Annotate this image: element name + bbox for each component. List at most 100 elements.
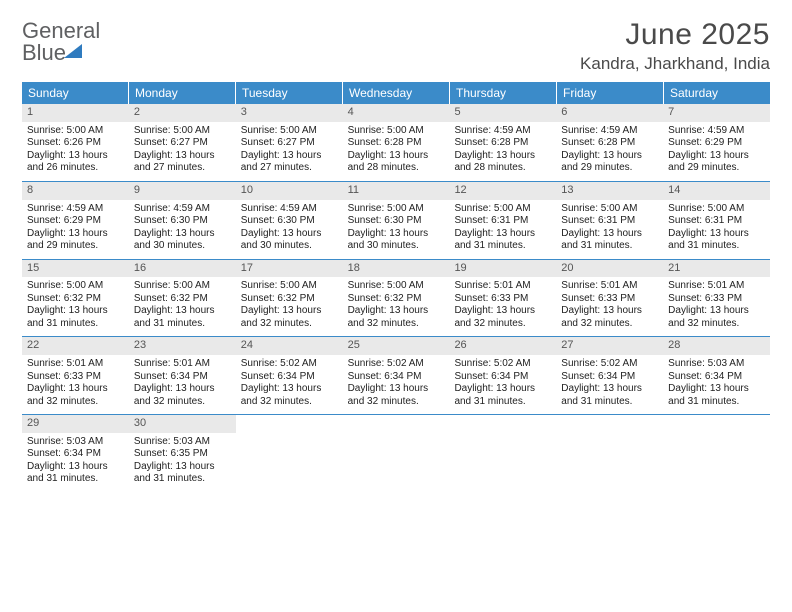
day-body: Sunrise: 5:00 AMSunset: 6:27 PMDaylight:… xyxy=(236,122,343,181)
daylight-line1: Daylight: 13 hours xyxy=(454,150,551,163)
daylight-line2: and 32 minutes. xyxy=(134,396,231,409)
sunrise-text: Sunrise: 5:02 AM xyxy=(348,358,445,371)
daylight-line2: and 31 minutes. xyxy=(668,240,765,253)
day-body: Sunrise: 5:01 AMSunset: 6:33 PMDaylight:… xyxy=(22,355,129,414)
day-number: 29 xyxy=(22,415,129,433)
sunset-text: Sunset: 6:30 PM xyxy=(134,215,231,228)
daylight-line1: Daylight: 13 hours xyxy=(348,228,445,241)
logo-word2: Blue xyxy=(22,42,66,64)
daylight-line1: Daylight: 13 hours xyxy=(668,383,765,396)
day-body: Sunrise: 5:00 AMSunset: 6:32 PMDaylight:… xyxy=(129,277,236,336)
daylight-line1: Daylight: 13 hours xyxy=(454,383,551,396)
daylight-line2: and 31 minutes. xyxy=(134,318,231,331)
day-number: 26 xyxy=(449,337,556,355)
day-number: 12 xyxy=(449,182,556,200)
day-body: Sunrise: 5:00 AMSunset: 6:32 PMDaylight:… xyxy=(22,277,129,336)
daylight-line1: Daylight: 13 hours xyxy=(348,150,445,163)
sunrise-text: Sunrise: 5:00 AM xyxy=(348,280,445,293)
daylight-line2: and 32 minutes. xyxy=(348,396,445,409)
daylight-line2: and 32 minutes. xyxy=(27,396,124,409)
empty-cell xyxy=(236,415,343,492)
day-cell: 30 Sunrise: 5:03 AMSunset: 6:35 PMDayligh… xyxy=(129,415,236,492)
sunset-text: Sunset: 6:33 PM xyxy=(27,371,124,384)
title-block: June 2025 Kandra, Jharkhand, India xyxy=(580,18,770,74)
sunrise-text: Sunrise: 4:59 AM xyxy=(27,203,124,216)
sunset-text: Sunset: 6:34 PM xyxy=(134,371,231,384)
day-number: 5 xyxy=(449,104,556,122)
daylight-line2: and 30 minutes. xyxy=(241,240,338,253)
sunset-text: Sunset: 6:34 PM xyxy=(561,371,658,384)
daylight-line1: Daylight: 13 hours xyxy=(241,383,338,396)
day-cell: 4Sunrise: 5:00 AMSunset: 6:28 PMDaylight… xyxy=(343,104,450,181)
day-header-saturday: Saturday xyxy=(664,82,770,104)
day-cell: 15Sunrise: 5:00 AMSunset: 6:32 PMDayligh… xyxy=(22,260,129,337)
day-number: 7 xyxy=(663,104,770,122)
logo: General Blue xyxy=(22,18,100,64)
sunrise-text: Sunrise: 4:59 AM xyxy=(134,203,231,216)
sunset-text: Sunset: 6:31 PM xyxy=(454,215,551,228)
sunset-text: Sunset: 6:29 PM xyxy=(27,215,124,228)
day-cell: 1Sunrise: 5:00 AMSunset: 6:26 PMDaylight… xyxy=(22,104,129,181)
daylight-line1: Daylight: 13 hours xyxy=(134,461,231,474)
day-cell: 14Sunrise: 5:00 AMSunset: 6:31 PMDayligh… xyxy=(663,182,770,259)
daylight-line1: Daylight: 13 hours xyxy=(668,150,765,163)
day-number: 9 xyxy=(129,182,236,200)
day-number: 4 xyxy=(343,104,450,122)
sunset-text: Sunset: 6:30 PM xyxy=(348,215,445,228)
daylight-line2: and 28 minutes. xyxy=(348,162,445,175)
sunrise-text: Sunrise: 5:00 AM xyxy=(348,203,445,216)
daylight-line1: Daylight: 13 hours xyxy=(27,461,124,474)
daylight-line2: and 32 minutes. xyxy=(668,318,765,331)
sunset-text: Sunset: 6:34 PM xyxy=(668,371,765,384)
daylight-line2: and 32 minutes. xyxy=(561,318,658,331)
sunset-text: Sunset: 6:31 PM xyxy=(668,215,765,228)
daylight-line2: and 32 minutes. xyxy=(454,318,551,331)
day-body: Sunrise: 4:59 AMSunset: 6:28 PMDaylight:… xyxy=(556,122,663,181)
sunset-text: Sunset: 6:33 PM xyxy=(668,293,765,306)
sunset-text: Sunset: 6:29 PM xyxy=(668,137,765,150)
day-number: 23 xyxy=(129,337,236,355)
day-cell: 16Sunrise: 5:00 AMSunset: 6:32 PMDayligh… xyxy=(129,260,236,337)
day-cell: 6Sunrise: 4:59 AMSunset: 6:28 PMDaylight… xyxy=(556,104,663,181)
sunrise-text: Sunrise: 5:00 AM xyxy=(561,203,658,216)
sunrise-text: Sunrise: 5:00 AM xyxy=(134,125,231,138)
sunrise-text: Sunrise: 5:02 AM xyxy=(561,358,658,371)
daylight-line1: Daylight: 13 hours xyxy=(134,383,231,396)
weeks-container: 1Sunrise: 5:00 AMSunset: 6:26 PMDaylight… xyxy=(22,104,770,492)
sunset-text: Sunset: 6:33 PM xyxy=(454,293,551,306)
day-number: 15 xyxy=(22,260,129,278)
sunset-text: Sunset: 6:32 PM xyxy=(241,293,338,306)
sunset-text: Sunset: 6:35 PM xyxy=(134,448,231,461)
sunset-text: Sunset: 6:27 PM xyxy=(241,137,338,150)
day-number: 19 xyxy=(449,260,556,278)
sunrise-text: Sunrise: 5:03 AM xyxy=(134,436,231,449)
daylight-line1: Daylight: 13 hours xyxy=(134,228,231,241)
sunrise-text: Sunrise: 5:03 AM xyxy=(668,358,765,371)
sunset-text: Sunset: 6:31 PM xyxy=(561,215,658,228)
sunrise-text: Sunrise: 5:00 AM xyxy=(27,280,124,293)
day-cell: 2Sunrise: 5:00 AMSunset: 6:27 PMDaylight… xyxy=(129,104,236,181)
day-cell: 3Sunrise: 5:00 AMSunset: 6:27 PMDaylight… xyxy=(236,104,343,181)
daylight-line1: Daylight: 13 hours xyxy=(348,305,445,318)
sunrise-text: Sunrise: 5:00 AM xyxy=(27,125,124,138)
location: Kandra, Jharkhand, India xyxy=(580,54,770,74)
daylight-line2: and 31 minutes. xyxy=(134,473,231,486)
month-title: June 2025 xyxy=(580,18,770,52)
day-number: 30 xyxy=(129,415,236,433)
empty-cell xyxy=(343,415,450,492)
day-body: Sunrise: 5:00 AMSunset: 6:32 PMDaylight:… xyxy=(236,277,343,336)
daylight-line1: Daylight: 13 hours xyxy=(668,305,765,318)
day-cell: 11Sunrise: 5:00 AMSunset: 6:30 PMDayligh… xyxy=(343,182,450,259)
sunset-text: Sunset: 6:34 PM xyxy=(348,371,445,384)
day-body: Sunrise: 5:02 AMSunset: 6:34 PMDaylight:… xyxy=(556,355,663,414)
daylight-line2: and 27 minutes. xyxy=(241,162,338,175)
sunset-text: Sunset: 6:33 PM xyxy=(561,293,658,306)
sunrise-text: Sunrise: 5:00 AM xyxy=(454,203,551,216)
empty-cell xyxy=(449,415,556,492)
day-cell: 13Sunrise: 5:00 AMSunset: 6:31 PMDayligh… xyxy=(556,182,663,259)
sunrise-text: Sunrise: 4:59 AM xyxy=(561,125,658,138)
day-number: 20 xyxy=(556,260,663,278)
day-body: Sunrise: 4:59 AMSunset: 6:29 PMDaylight:… xyxy=(22,200,129,259)
day-number: 24 xyxy=(236,337,343,355)
sunset-text: Sunset: 6:27 PM xyxy=(134,137,231,150)
